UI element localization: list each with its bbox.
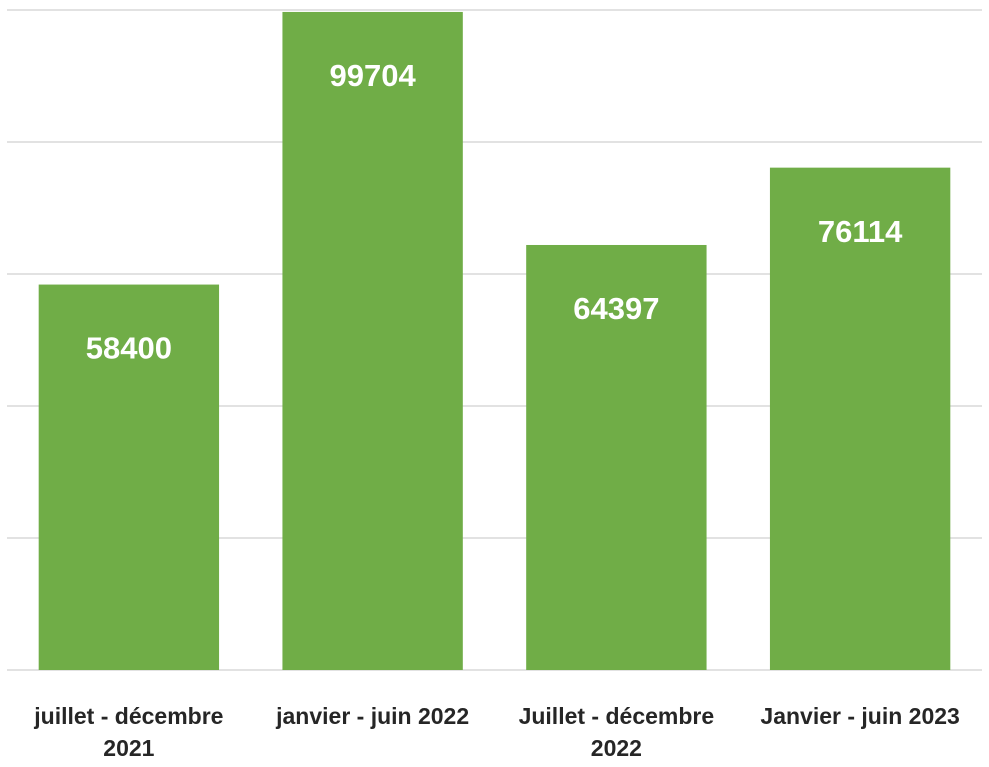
x-tick-label: juillet - décembre 2021 (34, 703, 224, 761)
x-tick-label: janvier - juin 2022 (276, 703, 470, 729)
bar (526, 244, 707, 670)
data-label: 58400 (86, 331, 172, 366)
x-tick-label: Janvier - juin 2023 (760, 703, 960, 729)
data-label: 76114 (818, 214, 903, 249)
data-label: 99704 (330, 58, 417, 93)
bar (38, 284, 220, 670)
data-label: 64397 (573, 291, 659, 326)
x-tick-label: Juillet - décembre 2022 (518, 703, 715, 761)
bar (769, 167, 951, 671)
bar (282, 11, 463, 670)
